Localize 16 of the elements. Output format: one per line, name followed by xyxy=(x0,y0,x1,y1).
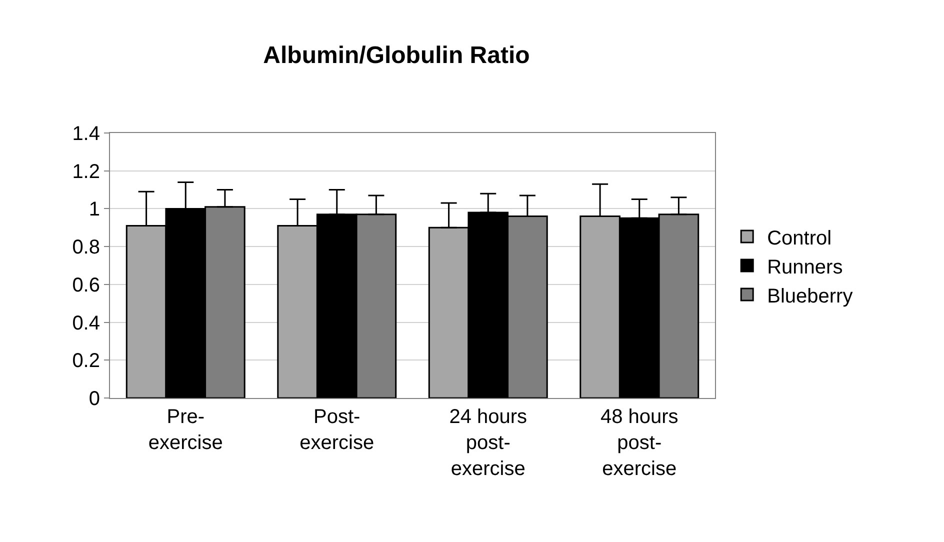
legend-label: Blueberry xyxy=(767,285,853,308)
legend-label: Runners xyxy=(767,256,843,278)
legend-label: Control xyxy=(767,227,832,250)
y-tick-label: 1 xyxy=(88,198,100,221)
x-tick-label: 48 hours post- exercise xyxy=(600,406,678,480)
x-tick-label: 24 hours post- exercise xyxy=(449,406,528,480)
y-tick-label: 0.8 xyxy=(72,236,100,259)
x-tick-label: Post- exercise xyxy=(300,406,374,454)
y-tick-label: 0 xyxy=(88,388,100,410)
y-tick-label: 1.4 xyxy=(72,123,100,145)
y-tick-label: 1.2 xyxy=(72,160,100,183)
y-tick-label: 0.6 xyxy=(72,274,100,296)
chart-title: Albumin/Globulin Ratio xyxy=(263,42,530,69)
y-tick-label: 0.4 xyxy=(72,312,100,334)
x-tick-label: Pre- exercise xyxy=(148,406,223,454)
y-tick-label: 0.2 xyxy=(72,350,100,372)
